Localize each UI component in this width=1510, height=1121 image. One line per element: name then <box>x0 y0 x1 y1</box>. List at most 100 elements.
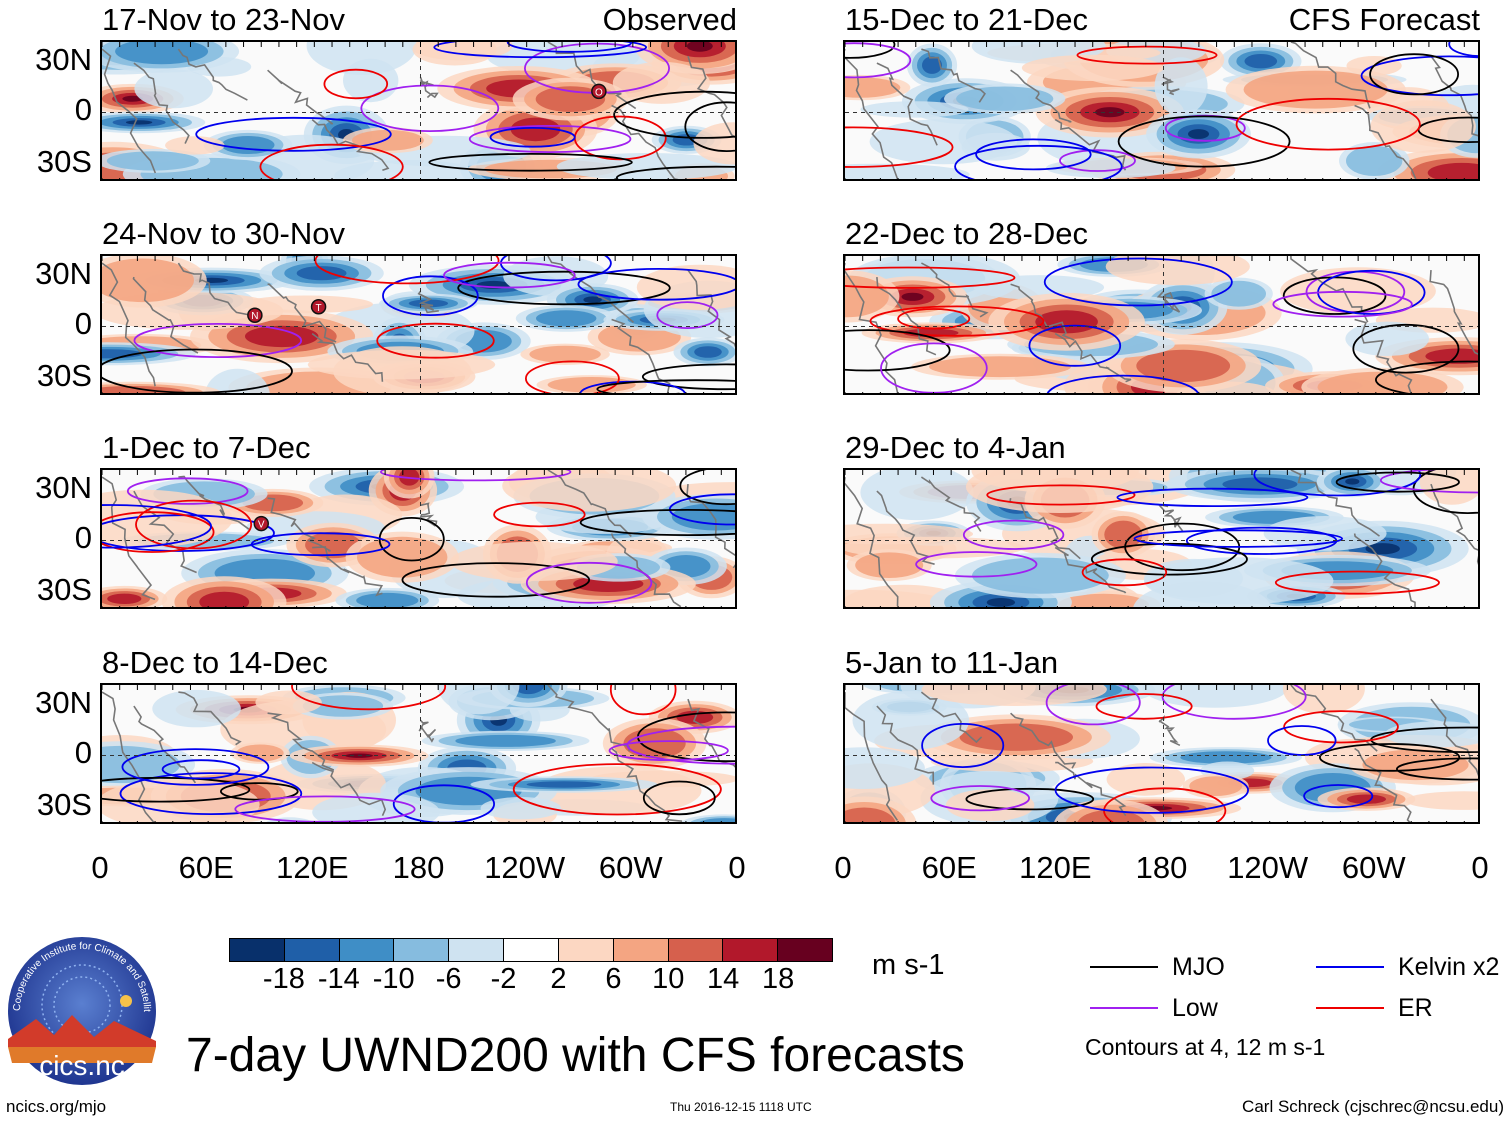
y-tick-label: 30N <box>35 685 92 720</box>
colorbar-label: -14 <box>317 963 360 995</box>
contour-line <box>641 363 735 391</box>
anomaly-blob <box>1045 158 1176 178</box>
anomaly-blob <box>1154 57 1208 116</box>
coastline <box>133 705 197 784</box>
x-tick-label: 120W <box>484 850 566 885</box>
contour-line <box>1116 487 1309 508</box>
x-tick-label: 0 <box>91 850 109 885</box>
contour-line <box>195 116 392 152</box>
coastline <box>1354 104 1417 179</box>
storm-marker-label: V <box>258 520 265 531</box>
contour-line <box>259 143 404 179</box>
anomaly-core <box>1425 348 1478 364</box>
uwnd-field <box>845 470 1478 607</box>
contour-line <box>468 125 632 154</box>
coastline <box>267 497 331 552</box>
uwnd-field: V <box>102 470 735 607</box>
anomaly-core <box>901 292 924 301</box>
legend-line <box>1316 1007 1384 1009</box>
anomaly-blob <box>1345 321 1429 356</box>
storm-marker-label: O <box>595 87 603 98</box>
contour-line <box>1161 685 1307 720</box>
panel-title: 17-Nov to 23-Nov <box>102 2 345 37</box>
coastline <box>1430 483 1478 565</box>
anomaly-blob <box>134 69 213 109</box>
map-panel: V <box>100 468 737 609</box>
anomaly-blob <box>860 470 974 521</box>
coastline <box>687 269 735 348</box>
anomaly-blob <box>1021 54 1164 81</box>
coastline <box>1054 546 1127 594</box>
colorbar-units: m s-1 <box>872 949 945 981</box>
colorbar-swatch <box>504 939 559 961</box>
x-tick-label: 60W <box>598 850 663 885</box>
anomaly-core <box>1244 54 1278 69</box>
cics-logo-graphic: Cooperative Institute for Climate and Sa… <box>3 927 156 1085</box>
coastline <box>1054 118 1127 171</box>
colorbar-label: 14 <box>707 963 740 995</box>
legend-label: Low <box>1172 994 1218 1022</box>
x-tick-label: 60E <box>178 850 234 885</box>
anomaly-blob <box>152 689 241 728</box>
colorbar-swatch <box>613 939 669 961</box>
anomaly-core <box>1189 776 1243 796</box>
anomaly-core <box>102 349 144 359</box>
contour-line <box>1117 115 1291 168</box>
coastline <box>611 747 683 822</box>
map-panel <box>843 40 1480 181</box>
coastline <box>1430 698 1478 777</box>
anomaly-core <box>845 807 896 822</box>
contour-line <box>596 379 735 393</box>
contour-line <box>525 360 620 393</box>
coastline <box>845 49 899 179</box>
contour-line <box>433 42 647 59</box>
anomaly-core <box>221 136 275 154</box>
contour-line <box>428 153 633 172</box>
colorbar-label: -2 <box>490 963 517 995</box>
legend-label: Kelvin x2 <box>1398 953 1500 981</box>
y-tick-label: 0 <box>74 735 92 770</box>
contour-line <box>392 784 495 822</box>
contour-line <box>845 329 951 372</box>
anomaly-core <box>1346 794 1386 804</box>
contour-line <box>119 772 303 815</box>
contour-line <box>102 504 212 549</box>
coastline <box>267 712 335 771</box>
coastline <box>547 685 630 752</box>
anomaly-core <box>356 592 419 607</box>
coastline <box>418 719 437 743</box>
contour-line <box>608 740 729 761</box>
contour-line <box>975 138 1092 171</box>
contour-line <box>161 759 241 780</box>
anomaly-core <box>125 120 153 125</box>
colorbar-swatch <box>394 939 450 961</box>
anomaly-core <box>1222 477 1298 492</box>
map-panel <box>100 683 737 824</box>
contour-line <box>679 470 735 506</box>
y-tick-label: 30N <box>35 256 92 291</box>
anomaly-core <box>408 299 449 308</box>
anomaly-core <box>855 552 924 578</box>
anomaly-blob <box>437 685 520 715</box>
anomaly-core <box>986 598 1016 607</box>
y-tick-label: 0 <box>74 520 92 555</box>
anomaly-core <box>686 42 713 52</box>
contour-line <box>965 787 1095 811</box>
anomaly-core <box>1211 280 1266 307</box>
anomaly-core <box>1427 162 1478 179</box>
colorbar-label: 10 <box>652 963 685 995</box>
colorbar-label: 2 <box>550 963 567 995</box>
y-tick-label: 0 <box>74 306 92 341</box>
anomaly-core <box>699 818 735 822</box>
coastline <box>1161 76 1180 96</box>
contour-line <box>656 301 719 329</box>
x-tick-label: 0 <box>1471 850 1489 885</box>
contour-line <box>915 551 1038 578</box>
contour-note: Contours at 4, 12 m s-1 <box>1085 1034 1326 1060</box>
coastline <box>102 476 156 601</box>
contour-line <box>642 780 716 816</box>
contour-line <box>609 685 677 716</box>
coastline <box>1054 332 1132 383</box>
footer-site[interactable]: ncics.org/mjo <box>6 1097 107 1116</box>
